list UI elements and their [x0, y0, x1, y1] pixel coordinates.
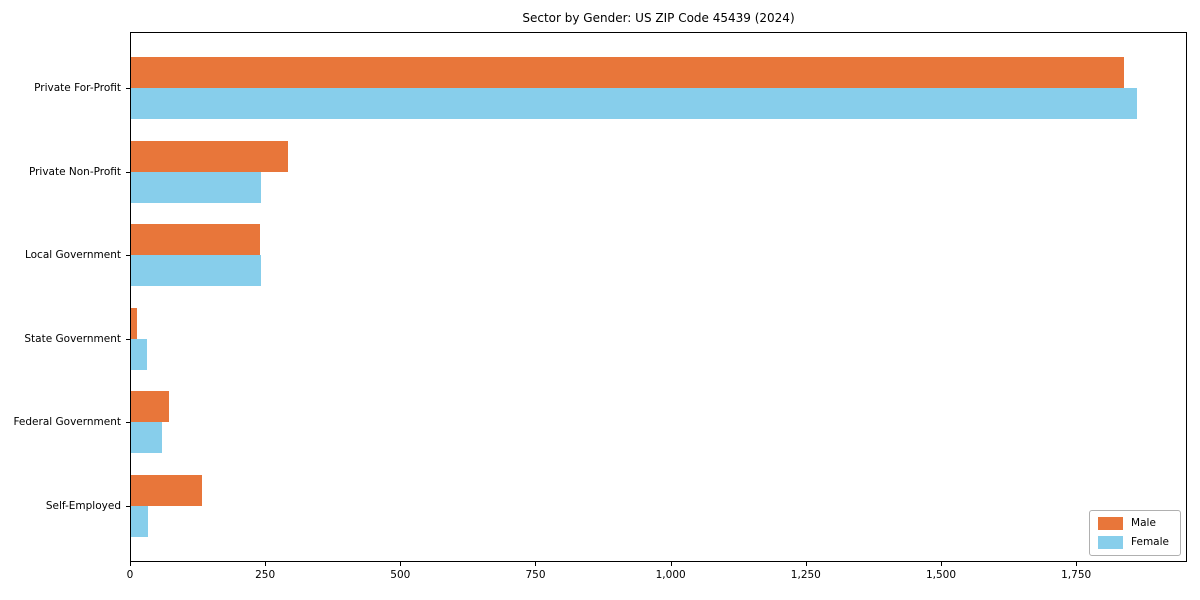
y-axis-tick: [126, 338, 130, 340]
legend-swatch-male: [1098, 517, 1124, 530]
x-axis-tick: [130, 562, 131, 566]
x-axis-tick-label: 1,500: [925, 569, 957, 581]
x-axis-tick: [265, 562, 267, 566]
x-axis-tick: [400, 562, 402, 566]
x-axis-tick-label: 0: [126, 569, 134, 581]
bar-female: [131, 171, 261, 203]
y-axis-label: Private For-Profit: [34, 82, 121, 94]
y-axis-tick: [126, 171, 130, 173]
x-axis-tick-label: 500: [390, 569, 411, 581]
y-axis-label: Self-Employed: [45, 500, 121, 512]
y-axis-tick: [126, 255, 130, 257]
x-axis-tick-label: 1,750: [1061, 569, 1092, 581]
y-axis-label: State Government: [24, 332, 121, 345]
x-axis-tick: [670, 562, 672, 566]
x-axis-tick: [1076, 562, 1078, 566]
y-axis-label: Private Non-Profit: [28, 165, 121, 178]
y-axis-tick: [126, 506, 130, 507]
bar-male: [131, 224, 260, 256]
x-axis-tick-label: 1,000: [655, 569, 686, 581]
chart-title: Sector by Gender: US ZIP Code 45439 (202…: [522, 11, 795, 25]
bar-female: [131, 338, 148, 370]
y-axis-label: Federal Government: [13, 416, 121, 429]
x-axis-tick: [940, 562, 942, 566]
bar-male: [131, 391, 169, 423]
bar-female: [131, 506, 149, 537]
y-axis-tick: [126, 88, 130, 89]
x-axis-tick: [535, 562, 537, 566]
y-axis-tick: [126, 422, 130, 424]
x-axis-tick-label: 750: [525, 569, 546, 581]
bar-male: [131, 140, 288, 172]
legend-item-female: Female: [1098, 536, 1169, 549]
legend: Male Female: [1089, 510, 1181, 556]
legend-item-male: Male: [1098, 517, 1169, 530]
x-axis-tick-label: 1,250: [790, 569, 821, 581]
legend-label-male: Male: [1131, 517, 1156, 529]
legend-label-female: Female: [1131, 536, 1169, 548]
x-axis-tick: [805, 562, 807, 566]
bar-male: [131, 307, 138, 339]
y-axis-label: Local Government: [24, 249, 121, 262]
bar-female: [131, 88, 1138, 119]
bar-male: [131, 475, 203, 506]
plot-area: [130, 32, 1187, 562]
bar-female: [131, 255, 261, 287]
bar-female: [131, 422, 163, 454]
bar-male: [131, 57, 1124, 88]
x-axis-tick-label: 250: [255, 569, 276, 581]
legend-swatch-female: [1098, 536, 1124, 549]
